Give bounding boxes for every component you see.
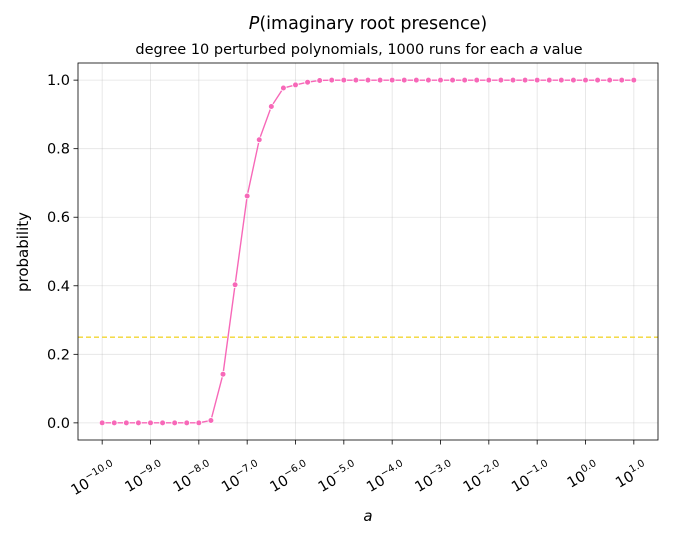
- series-line: [102, 79, 634, 424]
- data-point: [147, 419, 154, 427]
- data-point: [594, 76, 601, 84]
- data-point: [292, 81, 299, 89]
- data-point: [328, 76, 336, 84]
- data-point: [110, 419, 118, 427]
- data-point: [449, 76, 456, 84]
- data-point: [400, 76, 408, 84]
- y-tick-label: 0.4: [47, 279, 70, 295]
- data-point: [618, 76, 626, 84]
- data-point: [388, 76, 396, 84]
- data-point: [255, 136, 263, 144]
- data-point: [231, 281, 239, 289]
- data-point: [570, 76, 577, 84]
- data-point: [98, 419, 106, 427]
- series-layer: [98, 76, 638, 427]
- x-tick-label: 101.0: [612, 458, 651, 492]
- data-point: [219, 370, 227, 378]
- data-point: [413, 76, 420, 84]
- y-tick-label: 0.0: [47, 416, 70, 432]
- x-tick-label: 10−5.0: [314, 458, 361, 496]
- y-tick-label: 1.0: [47, 73, 70, 89]
- x-tick-label: 10−7.0: [218, 458, 265, 496]
- data-point: [316, 77, 323, 84]
- data-point: [135, 419, 142, 427]
- data-point: [473, 76, 481, 84]
- data-point: [159, 419, 166, 427]
- x-axis-ticks: 10−10.010−9.010−8.010−7.010−6.010−5.010−…: [67, 440, 651, 499]
- y-tick-label: 0.6: [47, 210, 70, 226]
- data-point: [304, 78, 311, 86]
- x-tick-label: 100.0: [563, 458, 602, 492]
- y-tick-label: 0.2: [47, 347, 70, 363]
- chart-title: P(imaginary root presence): [249, 14, 487, 34]
- chart-subtitle: degree 10 perturbed polynomials, 1000 ru…: [135, 42, 582, 58]
- data-point: [376, 76, 384, 84]
- data-point: [461, 76, 468, 84]
- x-tick-label: 10−8.0: [169, 458, 216, 496]
- data-point: [606, 76, 613, 84]
- y-axis-ticks: 0.0 0.2 0.4 0.6 0.8 1.0: [47, 73, 78, 432]
- data-point: [533, 76, 541, 84]
- x-tick-label: 10−1.0: [508, 458, 555, 496]
- data-point: [437, 76, 444, 84]
- x-tick-label: 10−4.0: [363, 458, 410, 496]
- data-point: [352, 76, 360, 84]
- data-point: [582, 76, 589, 84]
- plot-frame: [77, 62, 659, 441]
- data-point: [497, 76, 505, 84]
- data-point: [268, 103, 275, 110]
- x-tick-label: 10−3.0: [411, 458, 458, 496]
- x-tick-label: 10−2.0: [459, 458, 506, 496]
- x-tick-label: 10−6.0: [266, 458, 313, 496]
- x-tick-label: 10−10.0: [67, 458, 119, 499]
- grid: [78, 63, 658, 440]
- data-point: [183, 419, 191, 427]
- data-point: [195, 419, 203, 427]
- data-point: [123, 419, 130, 427]
- data-point: [340, 76, 348, 84]
- data-point: [545, 76, 553, 84]
- data-point: [280, 84, 287, 92]
- x-tick-label: 10−9.0: [121, 458, 168, 496]
- data-point: [171, 419, 178, 427]
- data-point: [364, 76, 372, 84]
- data-point: [509, 76, 517, 84]
- y-axis-label: probability: [14, 212, 32, 292]
- x-axis-label: a: [363, 507, 372, 525]
- data-point: [521, 76, 529, 84]
- data-point: [425, 76, 432, 84]
- data-point: [207, 417, 215, 424]
- data-point: [558, 76, 565, 84]
- y-tick-label: 0.8: [47, 142, 70, 158]
- data-point: [630, 76, 638, 84]
- data-point: [243, 192, 251, 200]
- data-point: [485, 76, 493, 84]
